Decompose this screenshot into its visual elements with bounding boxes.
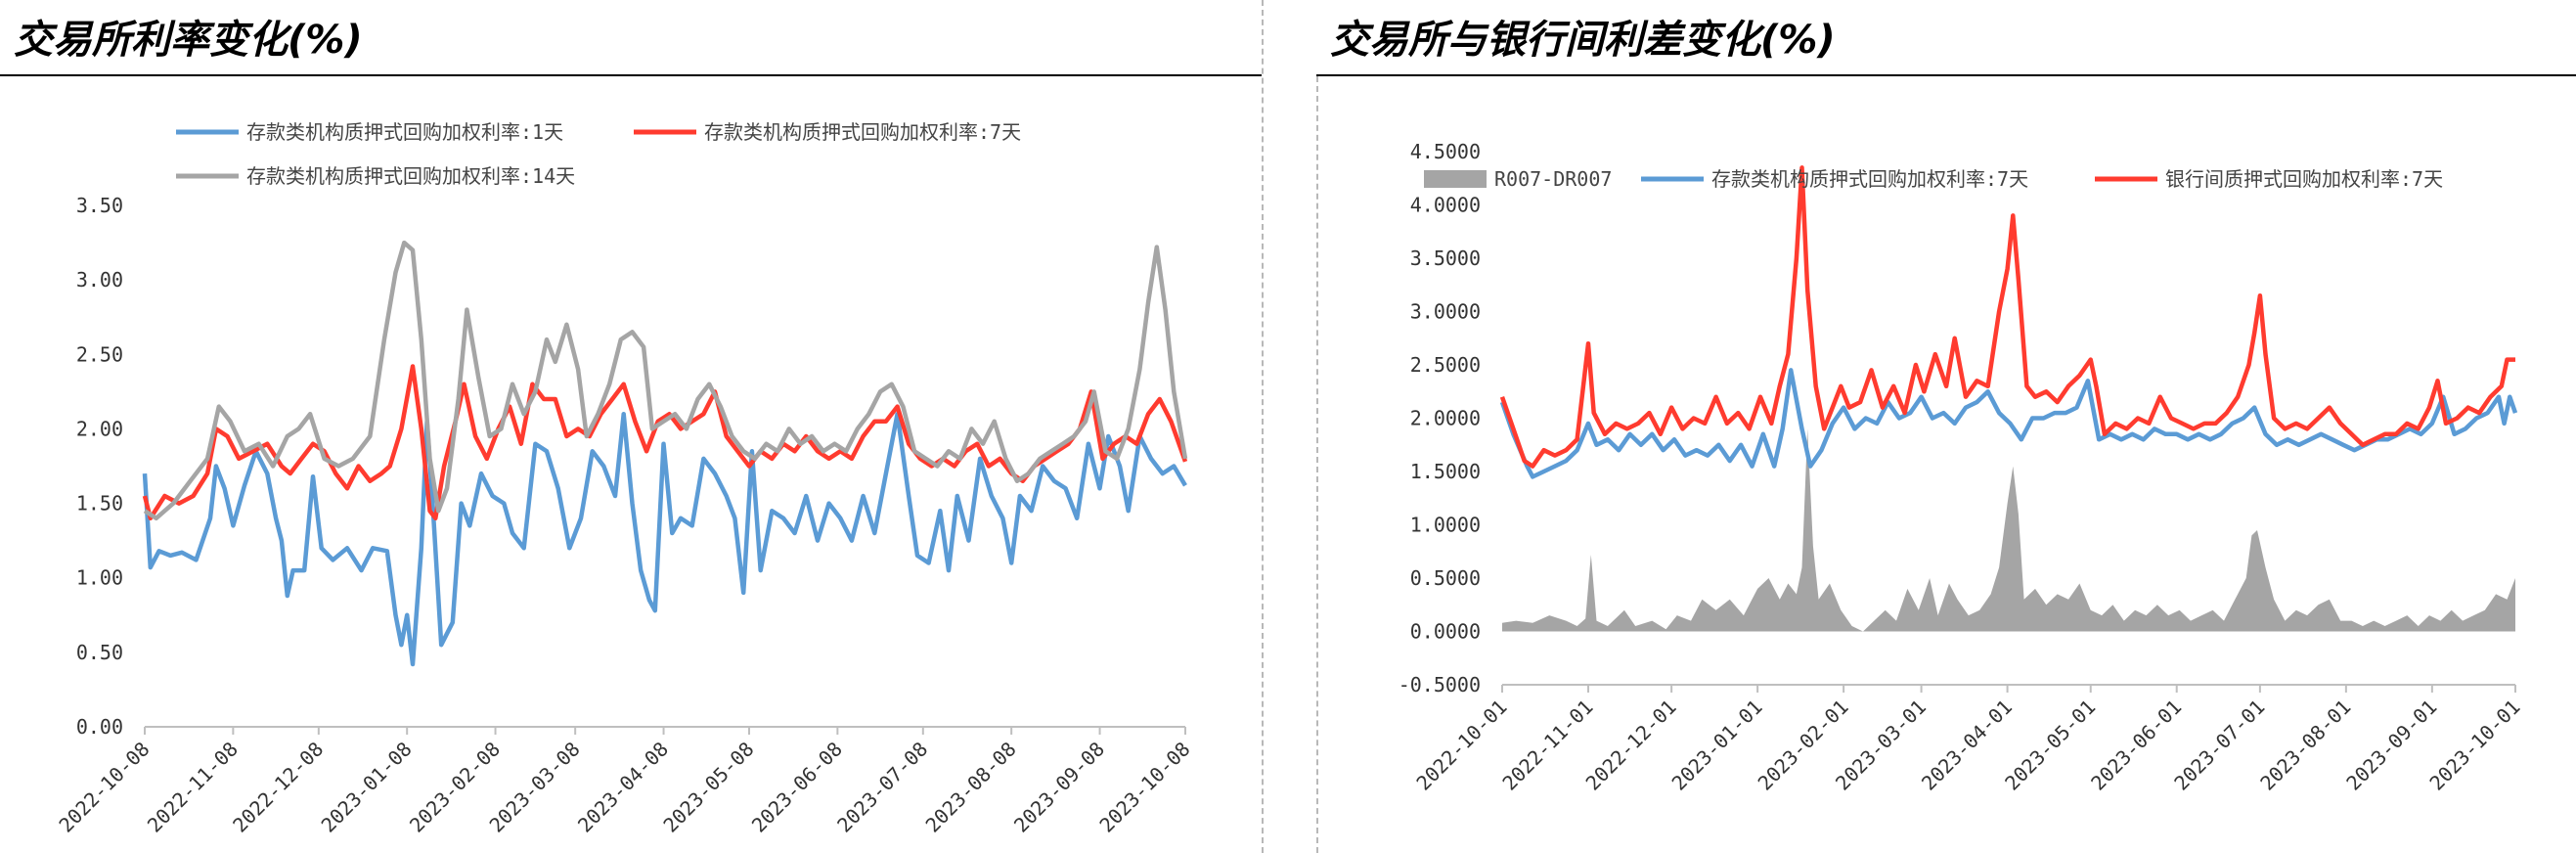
y-tick-label: 2.5000 — [1410, 353, 1481, 377]
y-tick-label: 1.5000 — [1410, 460, 1481, 483]
legend-swatch — [1424, 170, 1487, 188]
x-tick-label: 2022-12-08 — [228, 738, 328, 837]
x-tick-label: 2023-01-01 — [1667, 696, 1767, 795]
left-chart-svg: 0.00 0.50 1.00 1.50 2.00 2.50 3.00 3.50 2022-10-… — [54, 120, 1194, 837]
line-series-2 — [1499, 165, 2515, 469]
right-title-rule — [1316, 74, 2576, 76]
legend-label: 银行间质押式回购加权利率:7天 — [2165, 167, 2443, 191]
y-tick-label: 0.50 — [76, 641, 123, 664]
y-tick-label: 4.0000 — [1410, 194, 1481, 217]
x-tick-label: 2022-10-08 — [54, 738, 154, 837]
y-tick-label: 3.5000 — [1410, 247, 1481, 270]
right-chart-title: 交易所与银行间利差变化(%) — [1330, 18, 1836, 63]
x-tick-label: 2023-09-08 — [1009, 738, 1109, 837]
x-tick-label: 2023-08-01 — [2255, 696, 2355, 795]
legend-label: 存款类机构质押式回购加权利率:7天 — [704, 120, 1021, 144]
x-tick-label: 2023-08-08 — [921, 738, 1021, 837]
line-series-0 — [142, 411, 1187, 667]
legend-label: 存款类机构质押式回购加权利率:14天 — [246, 164, 575, 188]
legend-label: R007-DR007 — [1494, 167, 1612, 191]
x-tick-label: 2023-07-08 — [832, 738, 932, 837]
x-tick-label: 2023-06-08 — [747, 738, 847, 837]
y-tick-label: 2.50 — [76, 342, 123, 366]
x-tick-label: 2022-11-08 — [143, 738, 243, 837]
legend-label: 存款类机构质押式回购加权利率:1天 — [246, 120, 563, 144]
line-series-2 — [143, 240, 1188, 521]
y-tick-label: -0.5000 — [1399, 673, 1481, 696]
right-chart-panel: 交易所与银行间利差变化(%) -0.5000 0.0000 0.5000 1.0000… — [1316, 0, 2576, 853]
y-tick-label: 4.5000 — [1410, 140, 1481, 163]
y-tick-label: 1.00 — [76, 566, 123, 590]
right-chart-svg: -0.5000 0.0000 0.5000 1.0000 1.5000 2.0000 2.5… — [1399, 140, 2525, 795]
y-tick-label: 3.00 — [76, 268, 123, 292]
y-tick-label: 0.0000 — [1410, 620, 1481, 644]
y-tick-label: 0.00 — [76, 715, 123, 739]
x-tick-label: 2022-10-01 — [1411, 696, 1511, 795]
panel-divider-inner — [1316, 76, 1318, 853]
x-tick-label: 2023-05-08 — [658, 738, 758, 837]
line-series-1 — [1499, 368, 2518, 479]
y-tick-label: 2.00 — [76, 417, 123, 440]
x-tick-label: 2023-04-08 — [573, 738, 673, 837]
panel-divider — [1262, 0, 1264, 853]
y-tick-label: 2.0000 — [1410, 407, 1481, 430]
y-tick-label: 1.50 — [76, 492, 123, 516]
left-chart-panel: 交易所利率变化(%) 0.00 0.50 1.00 1.50 2.00 2.50 3.00 3… — [0, 0, 1262, 853]
y-tick-label: 3.0000 — [1410, 300, 1481, 324]
area-series-0 — [1502, 428, 2515, 632]
y-tick-label: 1.0000 — [1410, 514, 1481, 537]
left-title-rule — [0, 74, 1262, 76]
y-tick-label: 3.50 — [76, 194, 123, 217]
x-tick-label: 2023-10-08 — [1094, 738, 1194, 837]
x-tick-label: 2023-01-08 — [317, 738, 417, 837]
y-tick-label: 0.5000 — [1410, 566, 1481, 590]
legend-label: 存款类机构质押式回购加权利率:7天 — [1711, 167, 2028, 191]
left-chart-title: 交易所利率变化(%) — [14, 18, 363, 63]
